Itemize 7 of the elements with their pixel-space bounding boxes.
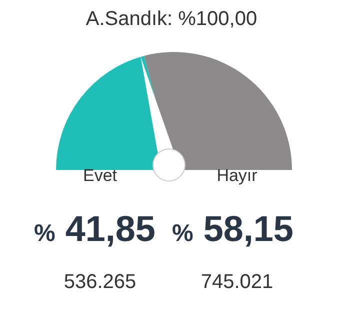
text: 745.021 [200,271,274,294]
data-label: % 41,85 [34,208,156,249]
data-label: % 58,15 [172,208,294,249]
slice-label: Hayır [216,166,258,185]
chart-title: A.Sandık: %100,00 [84,8,258,31]
slice-label: Evet [82,166,118,185]
text: 536.265 [62,271,138,294]
